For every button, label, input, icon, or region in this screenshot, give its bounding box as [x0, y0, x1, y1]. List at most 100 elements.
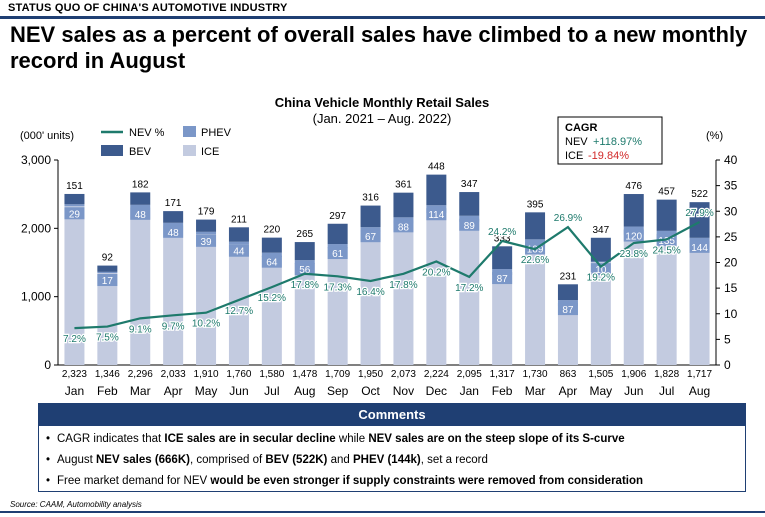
ice-bar [393, 223, 414, 365]
nev-pct-label: 17.3% [323, 282, 351, 293]
nev-pct-label: 10.2% [192, 319, 220, 330]
nev-pct-label: 17.8% [389, 280, 417, 291]
phev-value-label: 144 [691, 243, 708, 254]
phev-value-label: 135 [658, 236, 675, 247]
y2-tick-label: 10 [724, 307, 738, 321]
nev-pct-label: 7.2% [63, 334, 86, 345]
header-rule [0, 16, 765, 19]
phev-value-label: 17 [102, 276, 114, 287]
chart-title: China Vehicle Monthly Retail Sales [275, 95, 490, 110]
ice-value-label: 1,478 [292, 369, 317, 380]
phev-bar [557, 300, 578, 307]
nev-pct-label: 15.2% [258, 293, 286, 304]
bev-value-label: 211 [231, 214, 247, 225]
cagr-ice-value: -19.84% [588, 150, 629, 162]
phev-label-bg [360, 230, 381, 243]
section-title: STATUS QUO OF CHINA'S AUTOMOTIVE INDUSTR… [8, 2, 288, 14]
nev-pct-label: 9.1% [129, 324, 152, 335]
bev-value-label: 231 [560, 271, 577, 282]
phev-label-bg [294, 263, 315, 276]
bev-value-label: 182 [132, 179, 149, 190]
bev-bar [130, 192, 151, 205]
comment-item: Free market demand for NEV would be even… [46, 471, 745, 492]
cagr-box [557, 116, 663, 165]
nev-pct-label: 22.6% [521, 255, 549, 266]
phev-value-label: 87 [562, 305, 574, 316]
phev-value-label: 88 [398, 222, 410, 233]
x-tick-label: Jun [229, 384, 248, 398]
phev-label-bg [228, 244, 249, 257]
phev-value-label: 29 [69, 209, 81, 220]
ice-bar [97, 273, 118, 365]
x-tick-label: Aug [689, 384, 710, 398]
ice-bar [294, 264, 315, 365]
ice-value-label: 1,906 [621, 369, 646, 380]
phev-bar [261, 252, 282, 258]
nev-pct-label: 7.5% [96, 333, 119, 344]
ice-bar [557, 306, 578, 365]
ice-value-label: 2,095 [457, 369, 482, 380]
cagr-title: CAGR [565, 122, 597, 134]
ice-value-label: 1,346 [95, 369, 120, 380]
phev-label-bg [590, 263, 611, 276]
phev-bar [196, 231, 217, 235]
bev-value-label: 522 [691, 189, 708, 200]
ice-bar [130, 208, 151, 365]
ice-bar [689, 247, 710, 365]
bev-bar [261, 237, 282, 253]
ice-bar [525, 246, 546, 365]
x-tick-label: Apr [559, 384, 578, 398]
legend-phev-swatch [183, 126, 196, 137]
ice-value-label: 1,709 [325, 369, 350, 380]
phev-label-bg [689, 240, 710, 253]
ice-value-label: 1,910 [194, 369, 219, 380]
ice-bar [261, 257, 282, 365]
nev-pct-label: 16.4% [356, 287, 384, 298]
ice-bar [163, 226, 184, 365]
phev-value-label: 10 [595, 265, 607, 276]
bev-bar [426, 174, 447, 206]
bev-value-label: 333 [494, 233, 511, 244]
phev-label-bg [64, 207, 85, 220]
legend-bev-swatch [101, 145, 123, 156]
bev-value-label: 265 [296, 229, 313, 240]
y2-tick-label: 5 [724, 332, 731, 346]
bev-bar [294, 242, 315, 261]
ice-bar [426, 213, 447, 365]
bev-value-label: 297 [329, 211, 346, 222]
bev-bar [525, 212, 546, 240]
x-tick-label: Jan [460, 384, 479, 398]
phev-value-label: 48 [135, 210, 147, 221]
x-tick-label: Apr [164, 384, 183, 398]
y2-tick-label: 35 [724, 179, 738, 193]
ice-bar [656, 240, 677, 365]
ice-value-label: 2,073 [391, 369, 416, 380]
ice-value-label: 863 [560, 369, 577, 380]
bev-bar [492, 246, 513, 270]
bev-bar [623, 194, 644, 227]
chart-subtitle: (Jan. 2021 – Aug. 2022) [313, 111, 452, 126]
phev-label-bg [459, 218, 480, 231]
nev-pct-label: 20.2% [422, 267, 450, 278]
ice-bar [623, 234, 644, 365]
ice-value-label: 1,760 [226, 369, 251, 380]
phev-label-bg [492, 272, 513, 285]
ice-value-label: 1,505 [588, 369, 613, 380]
bev-value-label: 316 [362, 193, 379, 204]
legend-nev-label: NEV % [129, 127, 165, 139]
x-tick-label: Aug [294, 384, 315, 398]
page-headline: NEV sales as a percent of overall sales … [10, 22, 748, 73]
bev-value-label: 457 [658, 187, 675, 198]
x-tick-label: Dec [426, 384, 447, 398]
phev-bar [97, 271, 118, 274]
x-tick-label: Mar [130, 384, 151, 398]
bev-value-label: 395 [527, 199, 544, 210]
nev-pct-label: 26.9% [554, 213, 582, 224]
phev-value-label: 89 [464, 221, 476, 232]
phev-bar [590, 261, 611, 263]
y-tick-label: 0 [44, 358, 51, 372]
phev-label-bg [97, 274, 118, 287]
nev-pct-label: 24.5% [652, 245, 680, 256]
phev-bar [294, 260, 315, 265]
x-tick-label: Feb [492, 384, 513, 398]
